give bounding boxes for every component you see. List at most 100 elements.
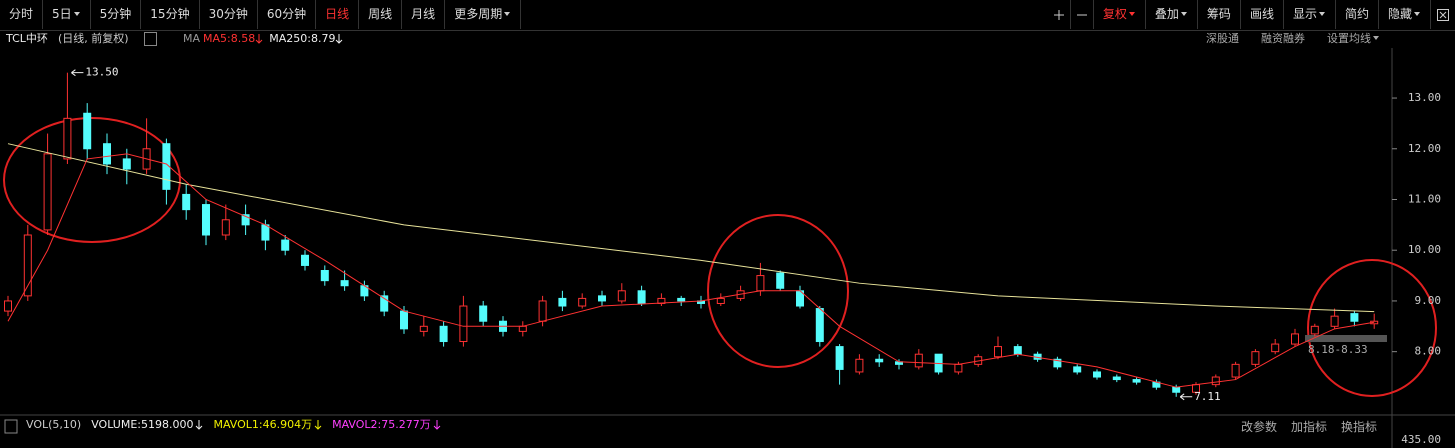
indicator-button[interactable]: 改参数 [1240,420,1277,434]
toolbar-button[interactable]: 15分钟 [141,0,200,29]
candle-body [994,346,1002,358]
button-label: 60分钟 [266,7,307,21]
toolbar-button[interactable]: 简约 [1336,0,1379,29]
close[interactable] [1431,0,1455,29]
mode: (日线, 前复权) [58,32,129,45]
range-note: 8.18-8.33 [1308,343,1368,356]
candle-body [439,325,448,343]
dropdown-icon [1318,12,1325,16]
volume-value: VOLUME:5198.000 [91,418,194,431]
candle-body [716,297,725,304]
toolbar-button[interactable]: 日线 [316,0,360,29]
candle-body [895,361,903,365]
toolbar-button[interactable]: 月线 [402,0,446,29]
volume-buttons: 改参数 加指标 换指标 [1241,418,1377,435]
candle-body [4,300,12,312]
button-label: 分时 [9,7,34,21]
candle-body [677,297,686,302]
toolbar-button[interactable]: 5分钟 [91,0,142,29]
button-label: 周线 [368,7,393,21]
button-label: 复权 [1102,7,1127,21]
candle-body [1350,313,1359,322]
dropdown-icon [1128,12,1135,16]
candle-body [558,297,567,307]
y-tick-label: 13.00 [1408,91,1441,104]
toolbar-button[interactable]: 复权 [1094,0,1146,29]
indicator: MA [183,32,201,45]
candle-body [538,300,547,322]
range-band [1305,335,1387,342]
toolbar-button[interactable]: 更多周期 [445,0,522,29]
toolbar-button[interactable]: 显示 [1284,0,1336,29]
candle-body [796,290,804,307]
candle-body [221,219,230,236]
toolbar-button[interactable]: 分时 [0,0,44,29]
candle-body [1271,343,1280,353]
candle-body [479,305,488,322]
candle-body [63,117,72,160]
candle-body [1013,346,1022,355]
toolbar-button[interactable]: 隐藏 [1379,0,1431,29]
button-label: 显示 [1292,7,1317,21]
candle-body [637,290,646,304]
candle-body [43,153,52,231]
candle-body [380,295,389,312]
candle-body [241,214,250,226]
down-arrow [255,34,263,44]
candle-body [657,297,666,304]
button-label: 15分钟 [150,7,190,21]
y-tick-label: 8.00 [1415,345,1442,358]
button-label: 画线 [1249,7,1274,21]
candle-body [815,308,824,343]
help[interactable] [144,32,157,46]
toolbar-button[interactable]: 筹码 [1198,0,1241,29]
link[interactable]: 设置均线 [1327,30,1380,48]
candle-body [1033,353,1042,360]
candle-body [23,234,32,297]
highlight-circle [1307,259,1437,397]
links: 深股通 融资融券 设置均线 [1206,30,1380,48]
toolbar-button[interactable]: 5日 [43,0,91,29]
candle-body [142,148,151,170]
candle-body [1053,358,1062,368]
down-arrow [314,420,322,430]
y-tick-label: 12.00 [1408,142,1441,155]
candle-body [122,158,131,170]
candle-body [301,254,309,266]
highlight-circle [707,214,849,368]
candle-body [1291,333,1299,345]
toolbar-button[interactable]: 60分钟 [258,0,317,29]
ma-label: MA250: [269,32,311,45]
link[interactable]: 深股通 [1206,32,1239,45]
toolbar-button[interactable]: 画线 [1241,0,1284,29]
ma-value: 8.58 [230,32,256,45]
toolbar-button[interactable]: 周线 [359,0,403,29]
candle-body [360,285,369,297]
candle-body [1093,371,1101,378]
candle-body [578,297,587,307]
zoom-out[interactable] [1071,0,1094,29]
volume-header: VOL(5,10) VOLUME:5198.000 MAVOL1:46.904万 MA… [26,418,441,432]
candle-body [419,325,428,332]
ma-label: MA5: [203,32,231,45]
candle-body [1073,366,1082,373]
toolbar-button[interactable]: 30分钟 [200,0,258,29]
candle-body [281,239,290,251]
candle-body [1310,325,1319,335]
period-group: 分时 5日 5分钟 15分钟 30分钟 60分钟 日线 周线 月线 更多周期 [0,0,522,30]
down-arrow [433,420,441,430]
candle-body [261,224,270,241]
candle-body [617,290,626,302]
candle-body [1370,320,1379,325]
dropdown-icon [1373,36,1379,40]
indicator-button[interactable]: 加指标 [1290,420,1327,434]
link[interactable]: 融资融券 [1261,32,1305,45]
candle-body [103,143,111,165]
candle-body [202,204,210,236]
indicator-button[interactable]: 换指标 [1340,420,1377,434]
volume-item: MAVOL1:46.904万 [213,418,322,432]
button-label: 30分钟 [208,7,248,21]
zoom-in[interactable] [1048,0,1071,29]
toolbar-button[interactable]: 叠加 [1146,0,1198,29]
